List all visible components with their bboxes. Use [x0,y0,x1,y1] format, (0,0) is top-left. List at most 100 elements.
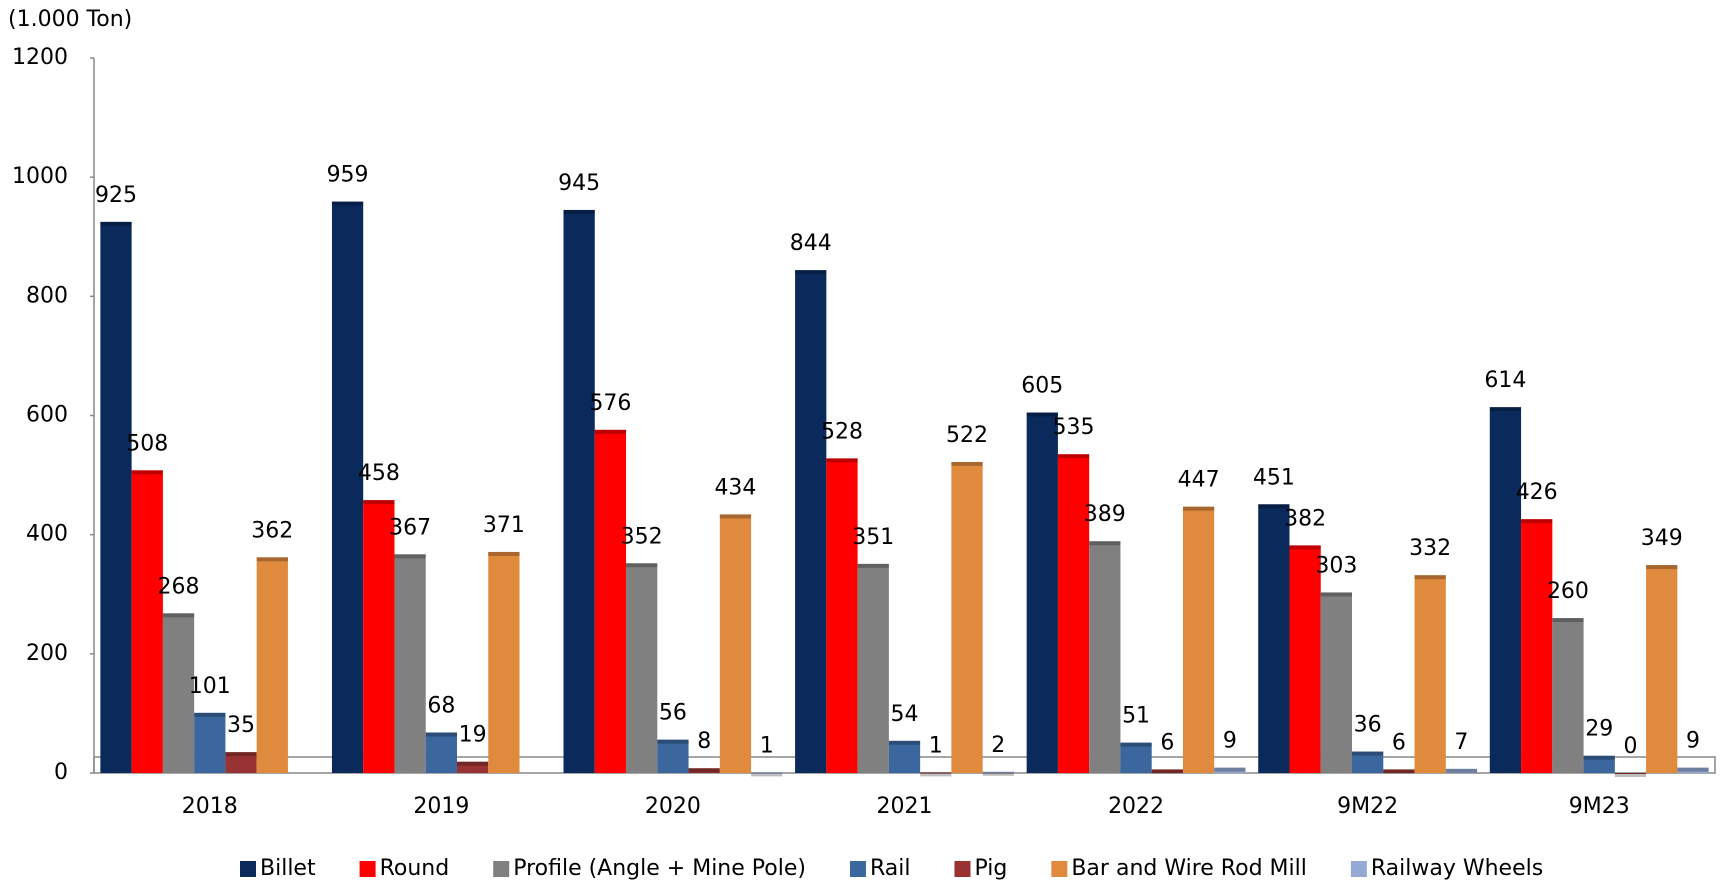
x-tick-label: 2020 [645,794,701,819]
bar [394,554,426,773]
bar-top [719,514,752,519]
bar-top [1120,742,1152,747]
bar [751,772,783,774]
y-tick-label: 1000 [12,164,68,189]
bar-top [1383,769,1415,774]
bar [1445,768,1478,773]
bar [131,470,163,773]
x-tick-label: 2018 [182,794,238,819]
bar [488,551,520,773]
data-label: 9 [1223,729,1237,754]
data-label: 576 [589,391,631,416]
data-label: 434 [714,475,756,500]
data-label: 6 [1392,730,1406,755]
y-tick-label: 1200 [12,45,68,70]
bar [162,613,195,773]
data-label: 508 [126,431,168,456]
bar [982,771,1014,773]
bar [920,772,952,774]
bar [951,461,983,773]
bar [1583,755,1615,773]
data-label: 68 [427,693,455,718]
data-label: 349 [1641,526,1683,551]
bar [1352,751,1384,773]
data-label: 1 [929,733,943,758]
bar-top [100,221,132,226]
data-label: 101 [189,674,231,699]
legend-label: Profile (Angle + Mine Pole) [513,856,806,881]
y-tick-label: 0 [54,760,68,785]
bar-top [1151,769,1183,774]
data-label: 36 [1354,713,1382,738]
bar [1026,412,1058,773]
bar [1258,504,1290,773]
data-label: 352 [621,524,663,549]
data-label: 29 [1585,717,1613,742]
bar [857,563,889,773]
y-tick-label: 400 [26,522,68,547]
data-label: 522 [946,423,988,448]
bar-top [1182,506,1215,511]
bar [1057,454,1090,773]
legend-label: Bar and Wire Rod Mill [1071,856,1307,881]
legend-label: Round [380,856,450,881]
data-label: 447 [1178,468,1220,493]
bar-top [688,768,720,773]
data-label: 925 [95,183,137,208]
data-label: 426 [1516,480,1558,505]
data-label: 389 [1084,502,1126,527]
data-label: 362 [251,518,293,543]
bar-top [1320,592,1353,597]
x-tick-label: 2019 [413,794,469,819]
bar-top [394,554,426,559]
bar-top [1214,767,1246,772]
bar [795,270,827,773]
legend-swatch [849,861,866,877]
bar [425,732,457,773]
data-label: 268 [158,574,200,599]
data-label: 614 [1484,368,1526,393]
legend-swatch [954,861,971,877]
data-label: 8 [697,729,711,754]
x-tick-label: 2021 [877,794,933,819]
bar [594,429,627,773]
x-tick-label: 9M23 [1569,794,1630,819]
bar-top [1646,565,1678,570]
x-tick-label: 9M22 [1337,794,1398,819]
bar [1214,767,1246,773]
bar-top [456,761,489,766]
bar-top [194,712,226,717]
data-label: 382 [1284,506,1326,531]
bar [100,221,132,773]
bar [1614,773,1647,774]
bar-top [331,201,364,206]
data-label: 35 [227,713,255,738]
bar-top [1414,575,1446,580]
bar-top [225,752,257,757]
data-label: 605 [1021,374,1063,399]
bar [1552,618,1584,773]
bar [256,557,288,773]
bar-top [857,563,889,568]
bar-top [1552,618,1584,623]
bar-top [563,209,595,214]
bar [657,739,689,773]
bar [719,514,752,773]
y-tick-label: 600 [26,403,68,428]
x-tick-label: 2022 [1108,794,1164,819]
bar [194,712,226,773]
bar-top [657,739,689,744]
bar [331,201,364,774]
data-label: 2 [991,733,1005,758]
data-label: 9 [1686,729,1700,754]
bar [1182,506,1215,773]
bar [1151,769,1183,773]
y-tick-label: 200 [26,641,68,666]
bar [1489,407,1522,773]
bar [1383,769,1415,773]
bar [626,563,658,773]
data-label: 56 [659,701,687,726]
data-label: 6 [1160,730,1174,755]
bar [363,500,395,773]
